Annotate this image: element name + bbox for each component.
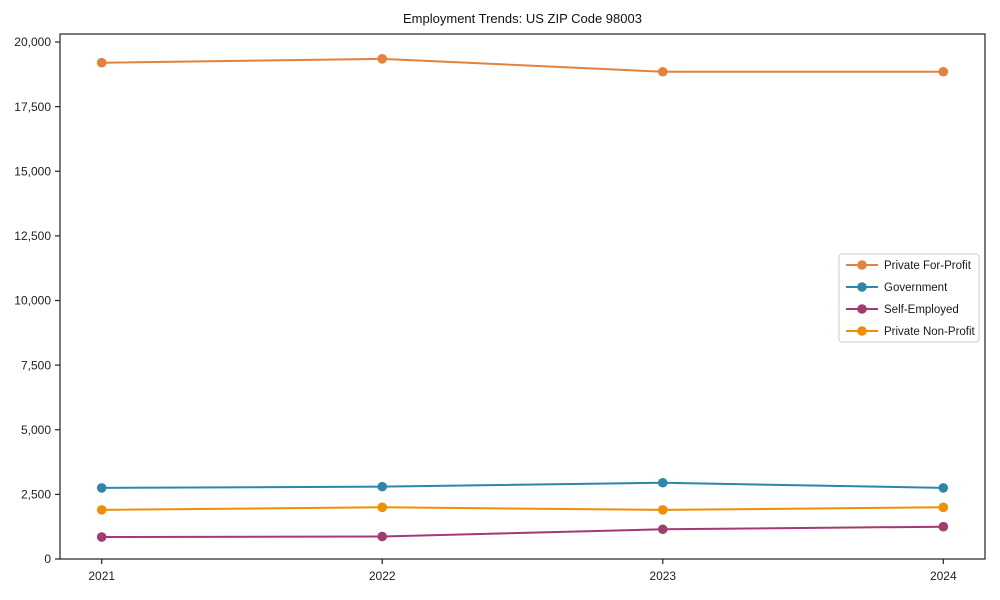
data-point-government-2022 (377, 481, 388, 492)
y-tick-label: 7,500 (21, 358, 51, 372)
data-point-private-non-profit-2022 (377, 502, 388, 513)
y-tick-label: 12,500 (14, 229, 51, 243)
y-tick-label: 10,000 (14, 294, 51, 308)
legend-box (838, 253, 980, 343)
y-tick-label: 0 (44, 552, 51, 566)
axis-ticks: 0 2,500 5,000 7,500 10,000 12,500 15,000 17,500… (14, 35, 957, 583)
legend-label-government: Government (884, 282, 948, 294)
y-tick-label: 20,000 (14, 35, 51, 49)
data-point-self-employed-2024 (938, 521, 949, 532)
legend-swatch-marker (857, 326, 867, 336)
data-point-government-2024 (938, 483, 949, 493)
legend-label-self-employed: Self-Employed (884, 304, 959, 316)
y-tick-label: 15,000 (14, 164, 51, 178)
chart-title: Employment Trends: US ZIP Code 98003 (403, 11, 642, 26)
data-point-government-2021 (96, 483, 107, 493)
data-point-private-non-profit-2021 (96, 505, 107, 515)
x-tick-label: 2022 (369, 569, 396, 583)
series-line-self-employed (101, 525, 944, 539)
data-point-private-non-profit-2023 (657, 505, 668, 515)
legend-swatch-marker (857, 304, 867, 314)
y-tick-label: 2,500 (21, 488, 51, 502)
data-point-private-non-profit-2024 (938, 502, 949, 513)
series-line-private-non-profit (101, 506, 944, 511)
data-point-private-for-profit-2022 (377, 54, 388, 64)
series-line-private-for-profit (101, 57, 944, 73)
data-point-self-employed-2022 (377, 531, 388, 542)
x-tick-label: 2021 (88, 569, 115, 583)
data-point-self-employed-2021 (96, 532, 107, 542)
series-line-government (101, 481, 944, 489)
legend-swatch-marker (857, 260, 867, 270)
data-point-private-for-profit-2021 (96, 57, 107, 68)
x-tick-label: 2023 (649, 569, 676, 583)
y-tick-label: 5,000 (21, 423, 51, 437)
data-point-self-employed-2023 (657, 524, 668, 535)
series-group (96, 54, 949, 542)
legend-label-private-non-profit: Private Non-Profit (884, 326, 976, 338)
legend-label-private-for-profit: Private For-Profit (884, 260, 972, 272)
y-tick-label: 17,500 (14, 100, 51, 114)
legend-swatch-marker (857, 282, 867, 292)
data-point-private-for-profit-2024 (938, 66, 949, 77)
x-tick-label: 2024 (930, 569, 957, 583)
data-point-government-2023 (657, 477, 668, 488)
legend: Private For-Profit Government Self-Employe… (838, 253, 980, 343)
data-point-private-for-profit-2023 (657, 66, 668, 77)
plot-border (59, 33, 986, 560)
